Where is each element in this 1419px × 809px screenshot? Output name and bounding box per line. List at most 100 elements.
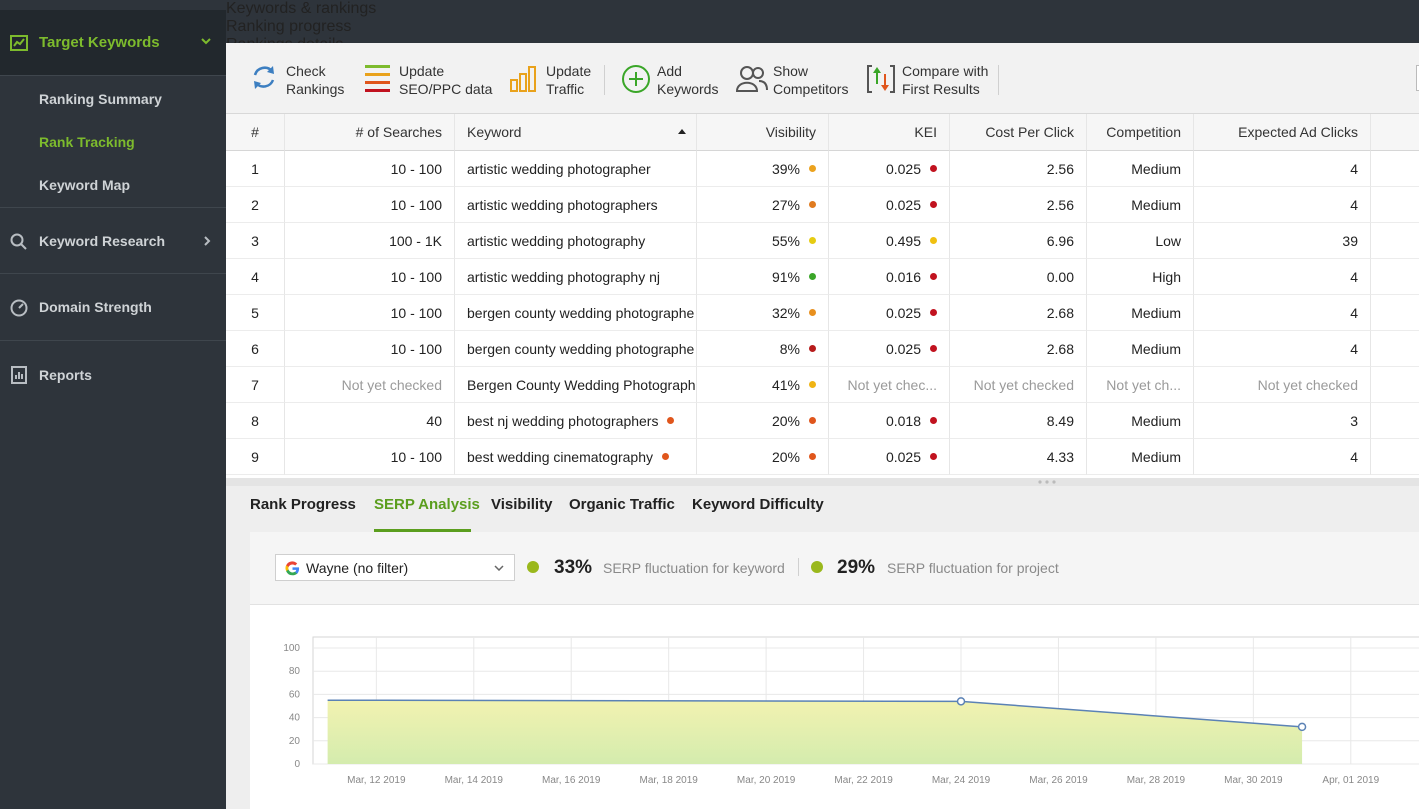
table-cell[interactable]: 0.016	[829, 259, 950, 295]
toolbar-button[interactable]: Update Traffic	[546, 62, 591, 98]
table-cell[interactable]: 41%	[697, 367, 829, 403]
table-cell[interactable]: 55%	[697, 223, 829, 259]
table-cell[interactable]: Not yet checked	[950, 367, 1087, 403]
toolbar-button[interactable]: Update SEO/PPC data	[399, 62, 492, 98]
toolbar-button[interactable]: Check Rankings	[286, 62, 344, 98]
table-cell[interactable]: Medium	[1087, 331, 1194, 367]
table-cell[interactable]: Medium	[1087, 403, 1194, 439]
table-cell[interactable]: 10 - 100	[285, 331, 455, 367]
table-cell[interactable]: 4	[1194, 439, 1371, 475]
table-cell[interactable]: 7	[226, 367, 285, 403]
table-cell[interactable]: 0.025	[829, 187, 950, 223]
table-cell[interactable]: 5	[226, 295, 285, 331]
table-cell[interactable]: 4	[1194, 295, 1371, 331]
table-cell[interactable]: artistic wedding photography nj	[455, 259, 697, 295]
table-cell[interactable]: 4	[1194, 259, 1371, 295]
table-cell[interactable]: 4.33	[950, 439, 1087, 475]
table-cell[interactable]: 9	[226, 439, 285, 475]
table-cell[interactable]: 10 - 100	[285, 439, 455, 475]
table-cell[interactable]: 4	[1194, 151, 1371, 187]
table-cell[interactable]: 8	[226, 403, 285, 439]
table-cell[interactable]: 1	[226, 151, 285, 187]
table-cell[interactable]: Not yet checked	[285, 367, 455, 403]
table-cell[interactable]: artistic wedding photographer	[455, 151, 697, 187]
column-header[interactable]: #	[226, 114, 285, 151]
table-cell[interactable]: best nj wedding photographers	[455, 403, 697, 439]
table-cell[interactable]: 10 - 100	[285, 151, 455, 187]
table-cell[interactable]: Bergen County Wedding Photograph	[455, 367, 697, 403]
location-select[interactable]: Wayne (no filter)	[275, 554, 515, 581]
bottom-tab[interactable]: Visibility	[491, 496, 553, 513]
table-cell[interactable]: 2.68	[950, 331, 1087, 367]
table-cell[interactable]: Not yet chec...	[829, 367, 950, 403]
table-cell[interactable]: 0.018	[829, 403, 950, 439]
column-header[interactable]: Cost Per Click	[950, 114, 1087, 151]
table-cell[interactable]: 91%	[697, 259, 829, 295]
table-cell[interactable]: 10 - 100	[285, 259, 455, 295]
table-cell[interactable]: High	[1087, 259, 1194, 295]
table-cell[interactable]: Medium	[1087, 439, 1194, 475]
search-box[interactable]	[1416, 65, 1419, 91]
toolbar-button[interactable]: Show Competitors	[773, 62, 848, 98]
table-cell[interactable]: 0.025	[829, 439, 950, 475]
toolbar-button[interactable]: Add Keywords	[657, 62, 718, 98]
table-cell[interactable]: 2.56	[950, 187, 1087, 223]
nav-target-keywords[interactable]: Target Keywords	[0, 10, 226, 76]
table-cell[interactable]: 40	[285, 403, 455, 439]
bottom-tab[interactable]: SERP Analysis	[374, 496, 480, 513]
nav-keyword-research[interactable]: Keyword Research	[0, 207, 226, 274]
bottom-tab[interactable]: Keyword Difficulty	[692, 496, 824, 513]
table-cell[interactable]: 3	[1194, 403, 1371, 439]
table-cell[interactable]: best wedding cinematography	[455, 439, 697, 475]
splitter[interactable]	[226, 478, 1419, 486]
column-header[interactable]: Keyword	[455, 114, 697, 151]
toolbar-button[interactable]: Compare with First Results	[902, 62, 988, 98]
table-cell[interactable]: 3	[226, 223, 285, 259]
table-cell[interactable]: 8.49	[950, 403, 1087, 439]
table-cell[interactable]: 20%	[697, 403, 829, 439]
nav-sub[interactable]: Ranking Summary	[39, 91, 162, 107]
column-header[interactable]: Competition	[1087, 114, 1194, 151]
table-cell[interactable]: artistic wedding photography	[455, 223, 697, 259]
table-cell[interactable]: 10 - 100	[285, 187, 455, 223]
bottom-tab[interactable]: Rank Progress	[250, 496, 356, 513]
table-cell[interactable]: 4	[1194, 331, 1371, 367]
table-cell[interactable]: 39	[1194, 223, 1371, 259]
table-cell[interactable]: artistic wedding photographers	[455, 187, 697, 223]
table-cell[interactable]: 100 - 1K	[285, 223, 455, 259]
table-cell[interactable]: Medium	[1087, 295, 1194, 331]
table-cell[interactable]: 0.00	[950, 259, 1087, 295]
nav-sub[interactable]: Keyword Map	[39, 177, 131, 193]
nav-domain-strength[interactable]: Domain Strength	[0, 274, 226, 341]
table-cell[interactable]: bergen county wedding photographe	[455, 331, 697, 367]
column-header[interactable]: Visibility	[697, 114, 829, 151]
column-header[interactable]: KEI	[829, 114, 950, 151]
table-cell[interactable]: Low	[1087, 223, 1194, 259]
table-cell[interactable]: 2.68	[950, 295, 1087, 331]
table-cell[interactable]: 4	[226, 259, 285, 295]
table-cell[interactable]: 6	[226, 331, 285, 367]
column-header[interactable]: # of Searches	[285, 114, 455, 151]
table-cell[interactable]: 2.56	[950, 151, 1087, 187]
bottom-tab[interactable]: Organic Traffic	[569, 496, 675, 513]
tab[interactable]: Ranking progress	[226, 18, 352, 35]
nav-reports[interactable]: Reports	[0, 341, 226, 408]
table-cell[interactable]: 10 - 100	[285, 295, 455, 331]
nav-sub[interactable]: Rank Tracking	[39, 134, 135, 150]
table-cell[interactable]: 4	[1194, 187, 1371, 223]
table-cell[interactable]: Not yet ch...	[1087, 367, 1194, 403]
table-cell[interactable]: 20%	[697, 439, 829, 475]
table-cell[interactable]: 0.495	[829, 223, 950, 259]
tab[interactable]: Keywords & rankings	[226, 0, 377, 17]
table-cell[interactable]: 27%	[697, 187, 829, 223]
table-cell[interactable]: bergen county wedding photographe	[455, 295, 697, 331]
table-cell[interactable]: 0.025	[829, 295, 950, 331]
column-header[interactable]: Expected Ad Clicks	[1194, 114, 1371, 151]
table-cell[interactable]: 0.025	[829, 151, 950, 187]
table-cell[interactable]: 32%	[697, 295, 829, 331]
table-cell[interactable]: 6.96	[950, 223, 1087, 259]
table-cell[interactable]: 0.025	[829, 331, 950, 367]
table-cell[interactable]: 39%	[697, 151, 829, 187]
table-cell[interactable]: Not yet checked	[1194, 367, 1371, 403]
table-cell[interactable]: 2	[226, 187, 285, 223]
